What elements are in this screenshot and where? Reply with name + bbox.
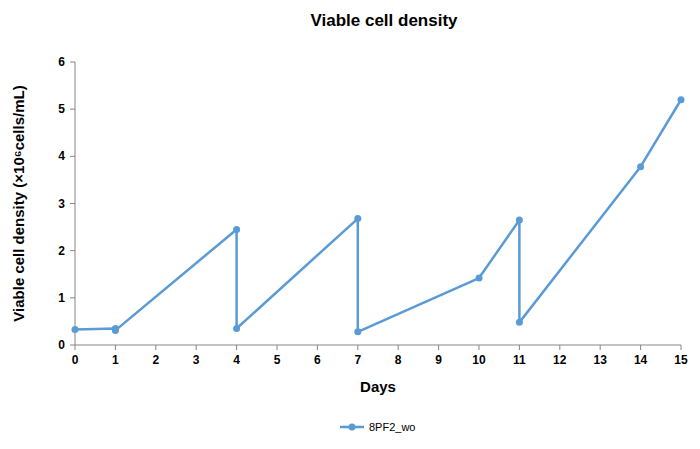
- x-tick-label: 5: [274, 353, 281, 367]
- series-line: [75, 100, 681, 332]
- series-marker: [637, 163, 644, 170]
- y-tick-label: 4: [58, 149, 65, 163]
- series-marker: [112, 327, 119, 334]
- series-marker: [516, 319, 523, 326]
- y-tick: [70, 109, 75, 110]
- y-tick-label: 3: [58, 197, 65, 211]
- legend-marker: [349, 424, 356, 431]
- x-tick: [600, 345, 601, 350]
- x-tick-label: 11: [513, 353, 526, 367]
- x-tick-label: 10: [472, 353, 486, 367]
- x-tick-label: 4: [233, 353, 240, 367]
- x-tick: [155, 345, 156, 350]
- x-tick-label: 2: [152, 353, 159, 367]
- x-tick-label: 13: [594, 353, 608, 367]
- x-tick: [438, 345, 439, 350]
- series-marker: [354, 328, 361, 335]
- x-axis: [75, 345, 681, 346]
- legend-label: 8PF2_wo: [369, 421, 415, 433]
- y-tick: [70, 156, 75, 157]
- x-tick: [398, 345, 399, 350]
- legend-entry: 8PF2_wo: [340, 421, 415, 433]
- y-tick-label: 2: [58, 244, 65, 258]
- x-tick: [640, 345, 641, 350]
- series-marker: [233, 325, 240, 332]
- title: Viable cell density: [310, 11, 458, 30]
- x-tick: [681, 345, 682, 350]
- series-marker: [678, 96, 685, 103]
- x-tick: [115, 345, 116, 350]
- x-tick: [357, 345, 358, 350]
- series-marker: [72, 326, 79, 333]
- x-tick: [277, 345, 278, 350]
- x-tick-label: 6: [314, 353, 321, 367]
- x-tick-label: 7: [354, 353, 361, 367]
- x-tick-label: 14: [634, 353, 648, 367]
- y-axis-label: Viable cell density (×10⁶cells/mL): [10, 85, 27, 321]
- x-tick: [519, 345, 520, 350]
- y-tick: [70, 250, 75, 251]
- y-tick: [70, 203, 75, 204]
- series-marker: [354, 215, 361, 222]
- x-tick: [196, 345, 197, 350]
- x-tick: [317, 345, 318, 350]
- y-tick: [70, 62, 75, 63]
- x-tick: [236, 345, 237, 350]
- plot-area: [72, 96, 685, 335]
- x-tick: [479, 345, 480, 350]
- x-tick-label: 0: [72, 353, 79, 367]
- x-tick-label: 3: [193, 353, 200, 367]
- y-tick-label: 0: [58, 338, 65, 352]
- series-marker: [476, 275, 483, 282]
- y-tick-label: 6: [58, 55, 65, 69]
- y-tick: [70, 345, 75, 346]
- series-marker: [516, 217, 523, 224]
- x-tick-label: 8: [395, 353, 402, 367]
- y-tick-label: 5: [58, 102, 65, 116]
- x-tick: [75, 345, 76, 350]
- chart: Viable cell density012345601234567891011…: [0, 0, 700, 449]
- x-tick: [559, 345, 560, 350]
- y-tick: [70, 297, 75, 298]
- x-tick-label: 1: [112, 353, 119, 367]
- x-tick-label: 12: [553, 353, 567, 367]
- series-marker: [233, 226, 240, 233]
- y-tick-label: 1: [58, 291, 65, 305]
- x-tick-label: 9: [435, 353, 442, 367]
- x-tick-label: 15: [674, 353, 688, 367]
- x-axis-label: Days: [360, 378, 396, 395]
